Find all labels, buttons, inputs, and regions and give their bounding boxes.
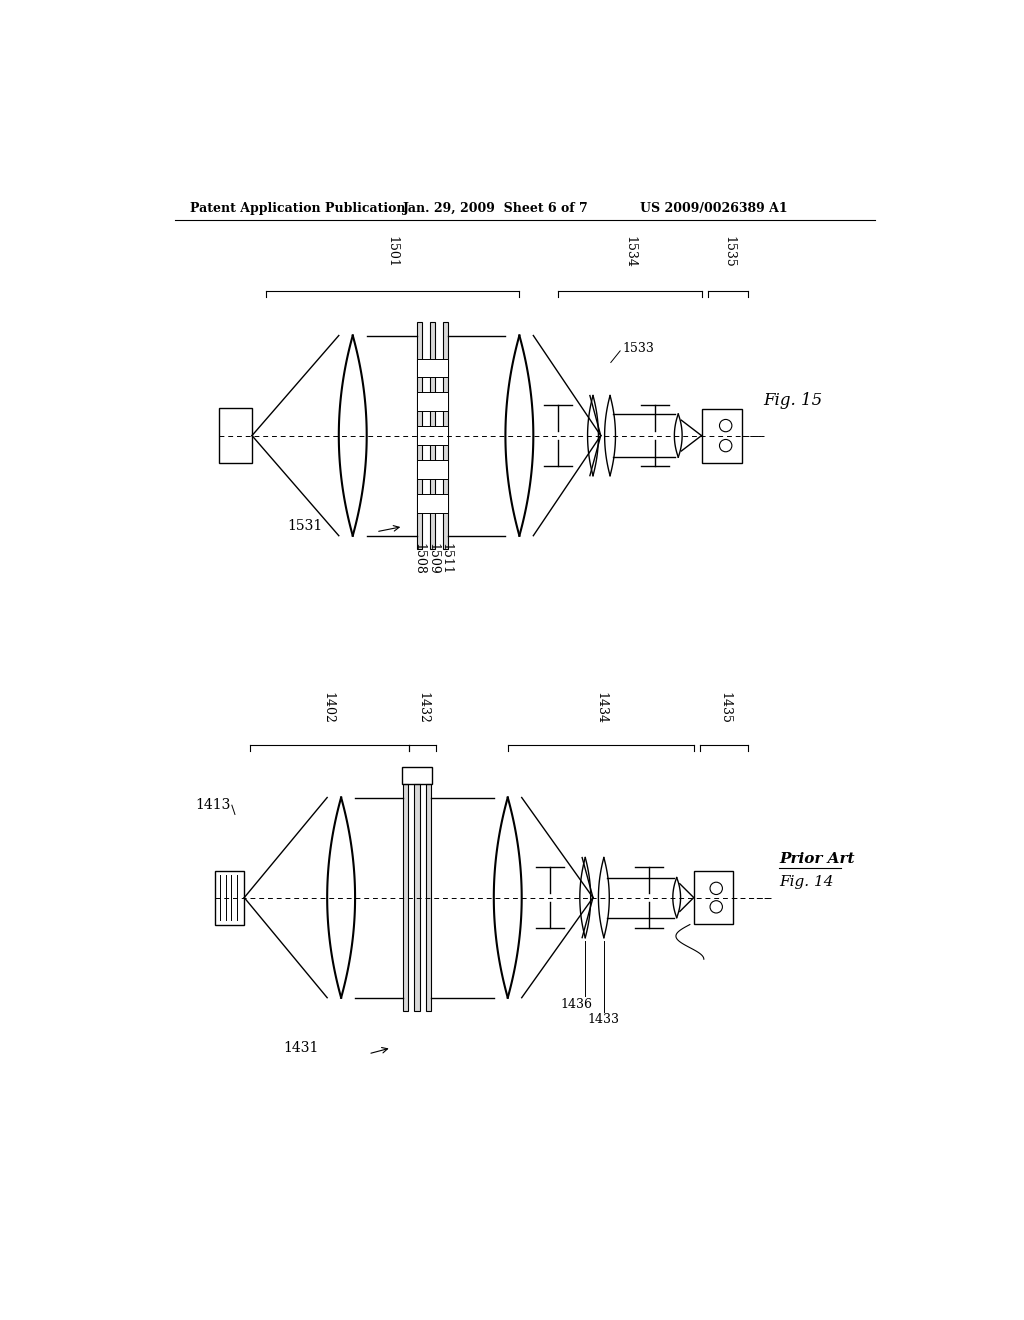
Bar — [418, 392, 447, 411]
Text: Prior Art: Prior Art — [779, 853, 854, 866]
Text: 1511: 1511 — [439, 544, 453, 576]
Text: US 2009/0026389 A1: US 2009/0026389 A1 — [640, 202, 787, 215]
Text: 1433: 1433 — [588, 1014, 620, 1026]
Bar — [418, 461, 447, 479]
Text: 1402: 1402 — [322, 692, 335, 723]
Text: 1535: 1535 — [723, 236, 736, 268]
Text: 1435: 1435 — [718, 692, 731, 723]
Bar — [418, 426, 447, 445]
Bar — [417, 322, 422, 549]
Bar — [415, 784, 420, 1011]
Text: Jan. 29, 2009  Sheet 6 of 7: Jan. 29, 2009 Sheet 6 of 7 — [403, 202, 589, 215]
Text: 1413: 1413 — [196, 799, 231, 812]
Text: 1509: 1509 — [426, 544, 439, 576]
Text: Fig. 15: Fig. 15 — [764, 392, 822, 409]
Bar — [426, 784, 431, 1011]
Bar — [418, 494, 447, 512]
Bar — [430, 322, 435, 549]
Bar — [693, 871, 732, 924]
Text: 1501: 1501 — [385, 236, 398, 268]
Bar — [219, 408, 252, 463]
Bar — [402, 767, 432, 784]
Text: Patent Application Publication: Patent Application Publication — [190, 202, 406, 215]
Text: 1434: 1434 — [594, 692, 607, 723]
Text: Fig. 14: Fig. 14 — [779, 875, 834, 890]
Bar — [215, 871, 245, 924]
Text: 1534: 1534 — [624, 236, 637, 268]
Text: 1508: 1508 — [413, 544, 426, 576]
Text: 1431: 1431 — [283, 1040, 318, 1055]
Text: 1432: 1432 — [416, 692, 429, 723]
Bar — [418, 359, 447, 378]
Bar — [402, 784, 409, 1011]
Bar — [443, 322, 449, 549]
Bar — [701, 409, 741, 462]
Text: 1531: 1531 — [287, 520, 323, 533]
Text: 1436: 1436 — [560, 998, 592, 1011]
Text: 1533: 1533 — [623, 342, 654, 355]
